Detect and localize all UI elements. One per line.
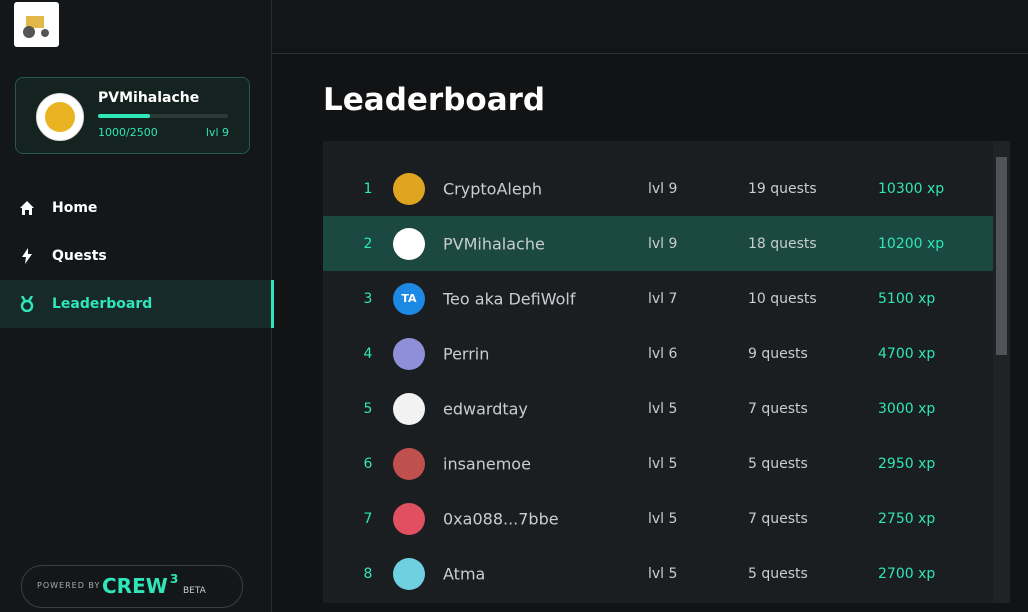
leaderboard-row[interactable]: 8 Atma lvl 5 5 quests 2700 xp — [323, 546, 993, 601]
xp: 5100 xp — [878, 290, 936, 307]
avatar — [393, 392, 425, 425]
xp: 2950 xp — [878, 455, 936, 472]
profile-card[interactable]: PVMihalache 1000/2500 lvl 9 — [15, 77, 250, 154]
level: lvl 5 — [648, 510, 678, 527]
quest-count: 18 quests — [748, 235, 817, 252]
quest-count: 9 quests — [748, 345, 808, 362]
level: lvl 5 — [648, 400, 678, 417]
leaderboard-row[interactable]: 3 TA Teo aka DefiWolf lvl 7 10 quests 5100 xp — [323, 271, 993, 326]
nav-icon — [20, 201, 34, 215]
avatar — [393, 557, 425, 590]
rank: 7 — [363, 510, 373, 527]
nav-item[interactable]: Quests — [0, 232, 271, 280]
rank: 3 — [363, 290, 373, 307]
avatar: TA — [393, 282, 425, 315]
scrollbar[interactable] — [993, 141, 1010, 603]
progress-bar — [98, 114, 228, 118]
rank: 4 — [363, 345, 373, 362]
rank: 5 — [363, 400, 373, 417]
leaderboard-row[interactable]: 2 PVMihalache lvl 9 18 quests 10200 xp — [323, 216, 993, 271]
level: lvl 7 — [648, 290, 678, 307]
xp: 10200 xp — [878, 235, 945, 252]
xp: 2700 xp — [878, 565, 936, 582]
user-name: Teo aka DefiWolf — [443, 289, 576, 308]
user-name: edwardtay — [443, 399, 528, 418]
xp: 2750 xp — [878, 510, 936, 527]
brand: CREW — [102, 574, 168, 598]
profile-avatar — [36, 93, 84, 141]
avatar — [393, 337, 425, 370]
xp: 3000 xp — [878, 400, 936, 417]
quest-count: 19 quests — [748, 180, 817, 197]
avatar — [393, 227, 425, 260]
avatar — [393, 447, 425, 480]
page-title: Leaderboard — [323, 82, 546, 118]
quest-count: 5 quests — [748, 455, 808, 472]
logo-icon — [23, 16, 49, 38]
logo[interactable] — [14, 2, 59, 47]
scroll-thumb[interactable] — [996, 157, 1007, 355]
rank: 6 — [363, 455, 373, 472]
leaderboard-row[interactable]: 1 CryptoAleph lvl 9 19 quests 10300 xp — [323, 161, 993, 216]
nav-icon — [22, 248, 32, 264]
nav-label: Home — [52, 200, 98, 216]
user-name: Atma — [443, 564, 486, 583]
rank: 1 — [363, 180, 373, 197]
nav-icon — [20, 296, 34, 312]
rank: 2 — [363, 235, 373, 252]
avatar — [393, 172, 425, 205]
level: lvl 6 — [648, 345, 678, 362]
nav-item[interactable]: Leaderboard — [0, 280, 274, 328]
quest-count: 10 quests — [748, 290, 817, 307]
progress-text: 1000/2500 — [98, 126, 158, 139]
level: lvl 5 — [648, 565, 678, 582]
powered-by[interactable]: POWERED BY CREW 3 BETA — [21, 565, 243, 608]
user-name: Perrin — [443, 344, 490, 363]
xp: 4700 xp — [878, 345, 936, 362]
quest-count: 7 quests — [748, 510, 808, 527]
rank: 8 — [363, 565, 373, 582]
leaderboard-row[interactable]: 7 0xa088...7bbe lvl 5 7 quests 2750 xp — [323, 491, 993, 546]
quest-count: 7 quests — [748, 400, 808, 417]
leaderboard-row[interactable]: 6 insanemoe lvl 5 5 quests 2950 xp — [323, 436, 993, 491]
nav-label: Quests — [52, 248, 107, 264]
nav-label: Leaderboard — [52, 296, 153, 312]
avatar — [393, 502, 425, 535]
top-bar — [272, 0, 1028, 54]
level: lvl 9 — [648, 235, 678, 252]
leaderboard-row[interactable]: 5 edwardtay lvl 5 7 quests 3000 xp — [323, 381, 993, 436]
profile-level: lvl 9 — [205, 126, 229, 139]
level: lvl 9 — [648, 180, 678, 197]
brand-sup: 3 — [170, 572, 179, 586]
user-name: 0xa088...7bbe — [443, 509, 559, 528]
level: lvl 5 — [648, 455, 678, 472]
nav-item[interactable]: Home — [0, 184, 271, 232]
leaderboard-row[interactable]: 4 Perrin lvl 6 9 quests 4700 xp — [323, 326, 993, 381]
quest-count: 5 quests — [748, 565, 808, 582]
beta-tag: BETA — [183, 586, 206, 596]
user-name: CryptoAleph — [443, 179, 542, 198]
user-name: insanemoe — [443, 454, 531, 473]
xp: 10300 xp — [878, 180, 945, 197]
powered-label: POWERED BY — [37, 581, 101, 590]
user-name: PVMihalache — [443, 234, 545, 253]
profile-name: PVMihalache — [98, 90, 200, 106]
leaderboard-table: 1 CryptoAleph lvl 9 19 quests 10300 xp 2 PVMih… — [323, 141, 1010, 603]
sidebar: PVMihalache 1000/2500 lvl 9 POWERED BY C… — [0, 0, 274, 612]
